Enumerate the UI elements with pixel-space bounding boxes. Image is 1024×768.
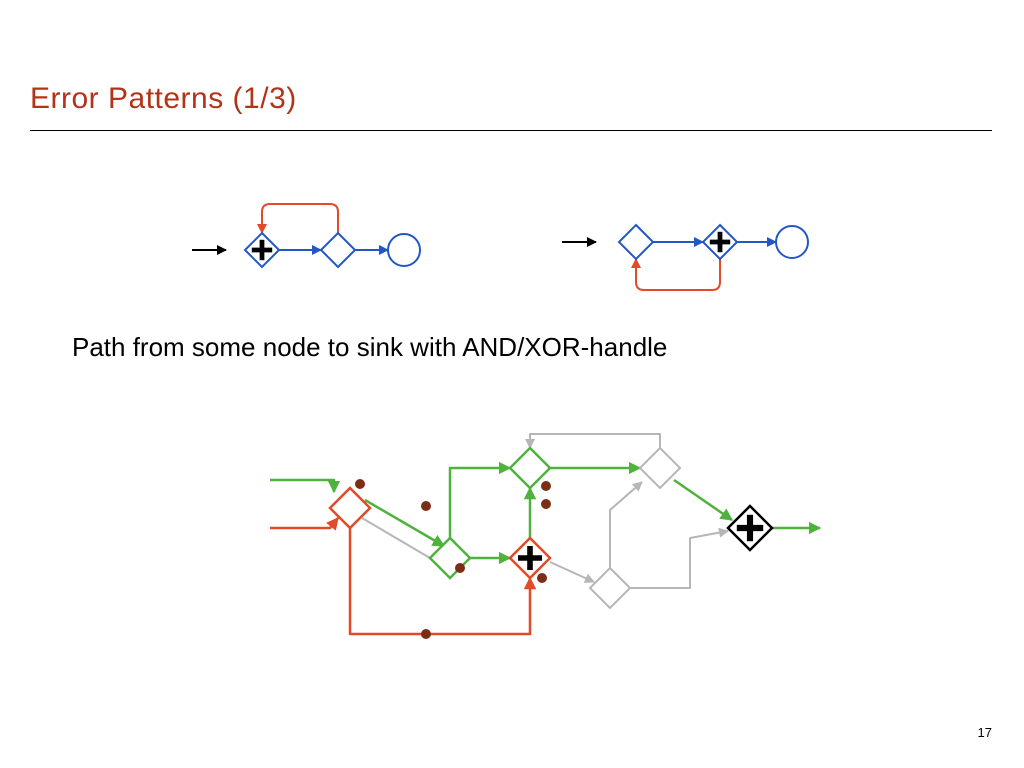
page-number: 17 (978, 725, 992, 740)
diagram-top-right (560, 190, 840, 310)
diagram-bottom (230, 398, 850, 658)
title-rule (30, 130, 992, 131)
diagram-top-left (190, 190, 450, 310)
slide-title: Error Patterns (1/3) (30, 82, 297, 116)
caption-text: Path from some node to sink with AND/XOR… (72, 332, 667, 363)
